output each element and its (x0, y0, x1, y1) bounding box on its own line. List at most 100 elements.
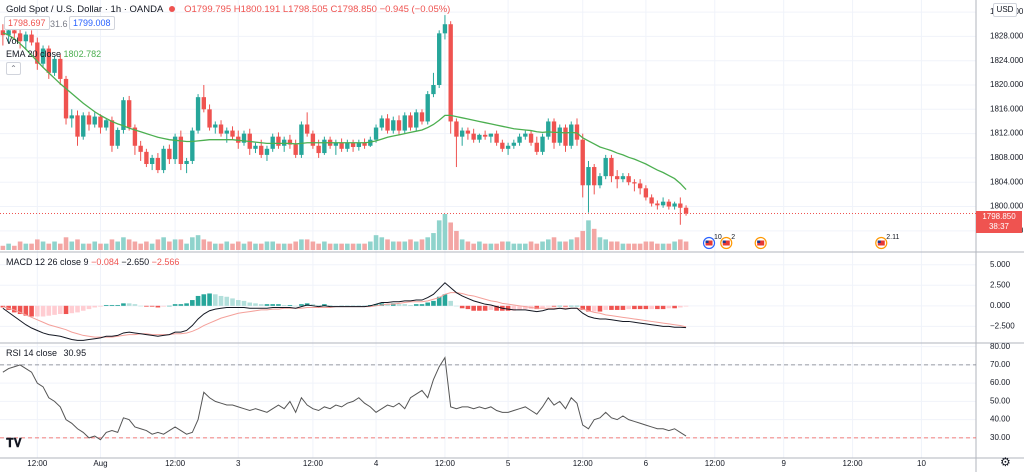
sell-button[interactable]: 1798.697 (4, 16, 50, 30)
candle-body (569, 124, 574, 146)
candle-body (98, 116, 103, 128)
candle-body (35, 42, 40, 64)
candle-body (597, 176, 603, 186)
x-tick-label: 4 (374, 459, 379, 468)
buy-button[interactable]: 1799.008 (69, 16, 115, 30)
macd-histogram-bar (350, 305, 356, 307)
candle-body (167, 148, 172, 160)
candle-body (104, 120, 109, 128)
macd-histogram-bar (448, 300, 453, 306)
symbol-title[interactable]: Gold Spot / U.S. Dollar · 1h · OANDA (6, 4, 163, 15)
candle-body (454, 121, 459, 137)
candle-body (184, 160, 189, 164)
volume-bar (580, 230, 586, 250)
macd-histogram-bar (396, 304, 402, 306)
macd-tick-label: 2.500 (990, 280, 1011, 289)
candle-body (149, 157, 155, 164)
macd-label: MACD 12 26 close 9 (6, 257, 89, 267)
collapse-legend-icon[interactable]: ⌃ (6, 62, 21, 75)
volume-bar (591, 228, 597, 250)
currency-selector[interactable]: USD (993, 3, 1017, 17)
volume-bar (603, 239, 608, 250)
price-tick-label: 1800.000 (990, 202, 1024, 211)
macd-tick-label: −2.500 (990, 321, 1015, 330)
macd-histogram-bar (264, 304, 270, 306)
macd-histogram-bar (362, 305, 367, 307)
macd-histogram-bar (465, 305, 471, 310)
volume-bar (471, 243, 476, 250)
x-tick-label: 10 (917, 459, 926, 468)
event-markers: 10 2 2.11 (702, 234, 899, 250)
macd-histogram-bar (626, 305, 631, 310)
vol-label: Vol (6, 36, 19, 46)
candle-body (293, 144, 298, 155)
candle-body (190, 130, 195, 161)
macd-histogram-bar (224, 296, 230, 306)
tradingview-logo-icon[interactable]: 𝐓𝐕 (6, 436, 22, 450)
x-tick-label: 12:00 (165, 459, 186, 468)
volume-bar (454, 230, 459, 250)
candle-body (69, 115, 74, 119)
volume-bar (6, 243, 11, 250)
macd-histogram-bar (471, 305, 476, 311)
macd-histogram-bar (195, 295, 201, 306)
volume-bar (528, 241, 534, 250)
volume-bar (29, 243, 34, 250)
macd-histogram-bar (609, 305, 614, 310)
volume-bar (92, 241, 98, 250)
volume-bar (660, 243, 666, 250)
flag-canton (757, 240, 761, 243)
candle-body (17, 33, 23, 42)
volume-bar (637, 243, 643, 250)
candle-body (304, 124, 310, 134)
volume-bar (413, 241, 419, 250)
candle-body (540, 136, 545, 152)
event-count-label: 2.11 (886, 234, 899, 241)
candle-body (557, 127, 562, 143)
volume-bar (310, 241, 316, 250)
volume-bar (666, 243, 672, 250)
macd-tick-label: 0.000 (990, 301, 1011, 310)
candle-body (385, 118, 390, 131)
volume-bar (614, 241, 620, 250)
volume-bar (230, 243, 235, 250)
macd-histogram-bar (178, 304, 184, 306)
volume-bar (75, 239, 80, 250)
volume-bar (327, 243, 333, 250)
volume-bar (465, 241, 471, 250)
rsi-tick-label: 70.00 (990, 360, 1011, 369)
macd-histogram-bar (241, 300, 247, 306)
macd-histogram-bar (649, 305, 654, 310)
candlesticks (0, 15, 689, 225)
candle-body (75, 115, 80, 137)
volume-bar (52, 241, 57, 250)
macd-histogram-bar (505, 305, 511, 311)
macd-histogram-bar (660, 305, 666, 310)
macd-histogram-bar (69, 305, 75, 314)
volume-bar (138, 243, 143, 250)
candle-body (195, 97, 201, 131)
rsi-line (2, 356, 687, 441)
candle-body (511, 142, 517, 146)
volume-bar (63, 237, 69, 250)
candle-body (264, 148, 270, 155)
candle-body (402, 115, 407, 131)
volume-bar (505, 241, 511, 250)
macd-histogram-bar (678, 305, 683, 308)
candle-body (241, 133, 247, 143)
candle-body (218, 124, 224, 134)
macd-histogram-bar (454, 305, 459, 307)
volume-bar (207, 241, 212, 250)
volume-bar (419, 239, 425, 250)
settings-gear-icon[interactable]: ⚙ (1000, 455, 1011, 469)
volume-bar (488, 243, 494, 250)
rsi-tick-label: 80.00 (990, 342, 1011, 351)
volume-bar (40, 241, 46, 250)
candle-body (471, 133, 476, 140)
volume-bar (69, 241, 75, 250)
macd-histogram-bar (207, 293, 212, 306)
candle-body (333, 142, 339, 146)
volume-bar (333, 243, 339, 250)
macd-histogram-bar (138, 305, 143, 307)
candle-body (523, 133, 528, 137)
